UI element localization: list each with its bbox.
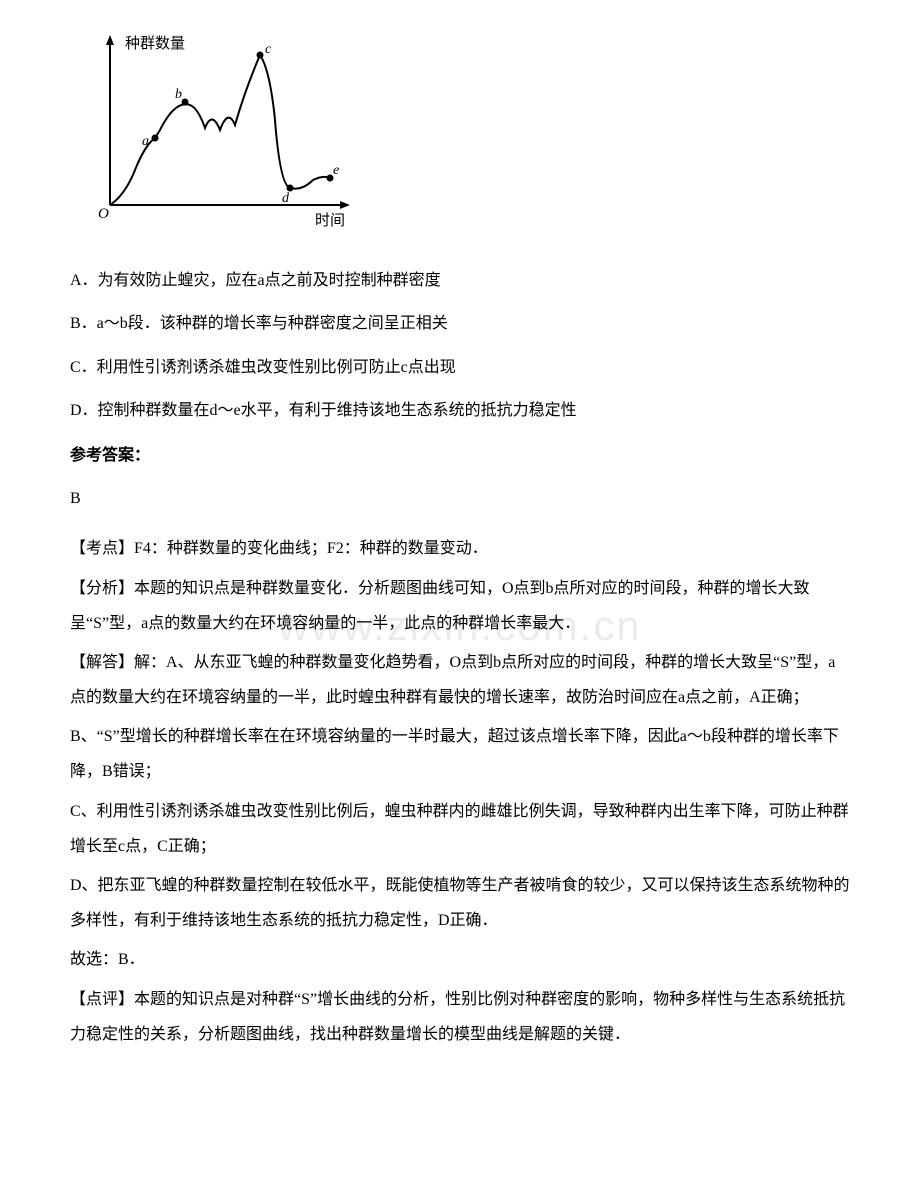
option-d: D．控制种群数量在d～e水平，有利于维持该地生态系统的抵抗力稳定性 xyxy=(70,393,850,428)
fenxi-text: 【分析】本题的知识点是种群数量变化．分析题图曲线可知，O点到b点所对应的时间段，… xyxy=(70,571,850,641)
jieda-b-text: B、“S”型增长的种群增长率在在环境容纳量的一半时最大，超过该点增长率下降，因此… xyxy=(70,719,850,789)
svg-text:e: e xyxy=(333,163,339,178)
document-content: 种群数量 时间 O a b c d e A．为有效防止蝗灾，应在a点之前及时控制… xyxy=(70,30,850,1052)
svg-text:c: c xyxy=(265,42,272,57)
svg-text:O: O xyxy=(98,206,109,222)
guxuan-text: 故选：B． xyxy=(70,942,850,977)
jieda-c-text: C、利用性引诱剂诱杀雄虫改变性别比例后，蝗虫种群内的雌雄比例失调，导致种群内出生… xyxy=(70,794,850,864)
svg-text:d: d xyxy=(282,191,290,206)
svg-text:b: b xyxy=(175,87,182,102)
option-c: C．利用性引诱剂诱杀雄虫改变性别比例可防止c点出现 xyxy=(70,350,850,385)
answer-label: 参考答案： xyxy=(70,438,850,473)
jieda-a-text: 【解答】解：A、从东亚飞蝗的种群数量变化趋势看，O点到b点所对应的时间段，种群的… xyxy=(70,645,850,715)
dianping-text: 【点评】本题的知识点是对种群“S”增长曲线的分析，性别比例对种群密度的影响，物种… xyxy=(70,982,850,1052)
jieda-d-text: D、把东亚飞蝗的种群数量控制在较低水平，既能使植物等生产者被啃食的较少，又可以保… xyxy=(70,868,850,938)
svg-text:种群数量: 种群数量 xyxy=(125,35,185,52)
answer-value: B xyxy=(70,481,850,516)
svg-text:a: a xyxy=(142,134,149,149)
option-a: A．为有效防止蝗灾，应在a点之前及时控制种群密度 xyxy=(70,263,850,298)
kaodian-text: 【考点】F4：种群数量的变化曲线；F2：种群的数量变动． xyxy=(70,531,850,566)
option-b: B．a～b段．该种群的增长率与种群密度之间呈正相关 xyxy=(70,306,850,341)
svg-text:时间: 时间 xyxy=(315,212,345,229)
population-chart: 种群数量 时间 O a b c d e xyxy=(80,30,850,243)
